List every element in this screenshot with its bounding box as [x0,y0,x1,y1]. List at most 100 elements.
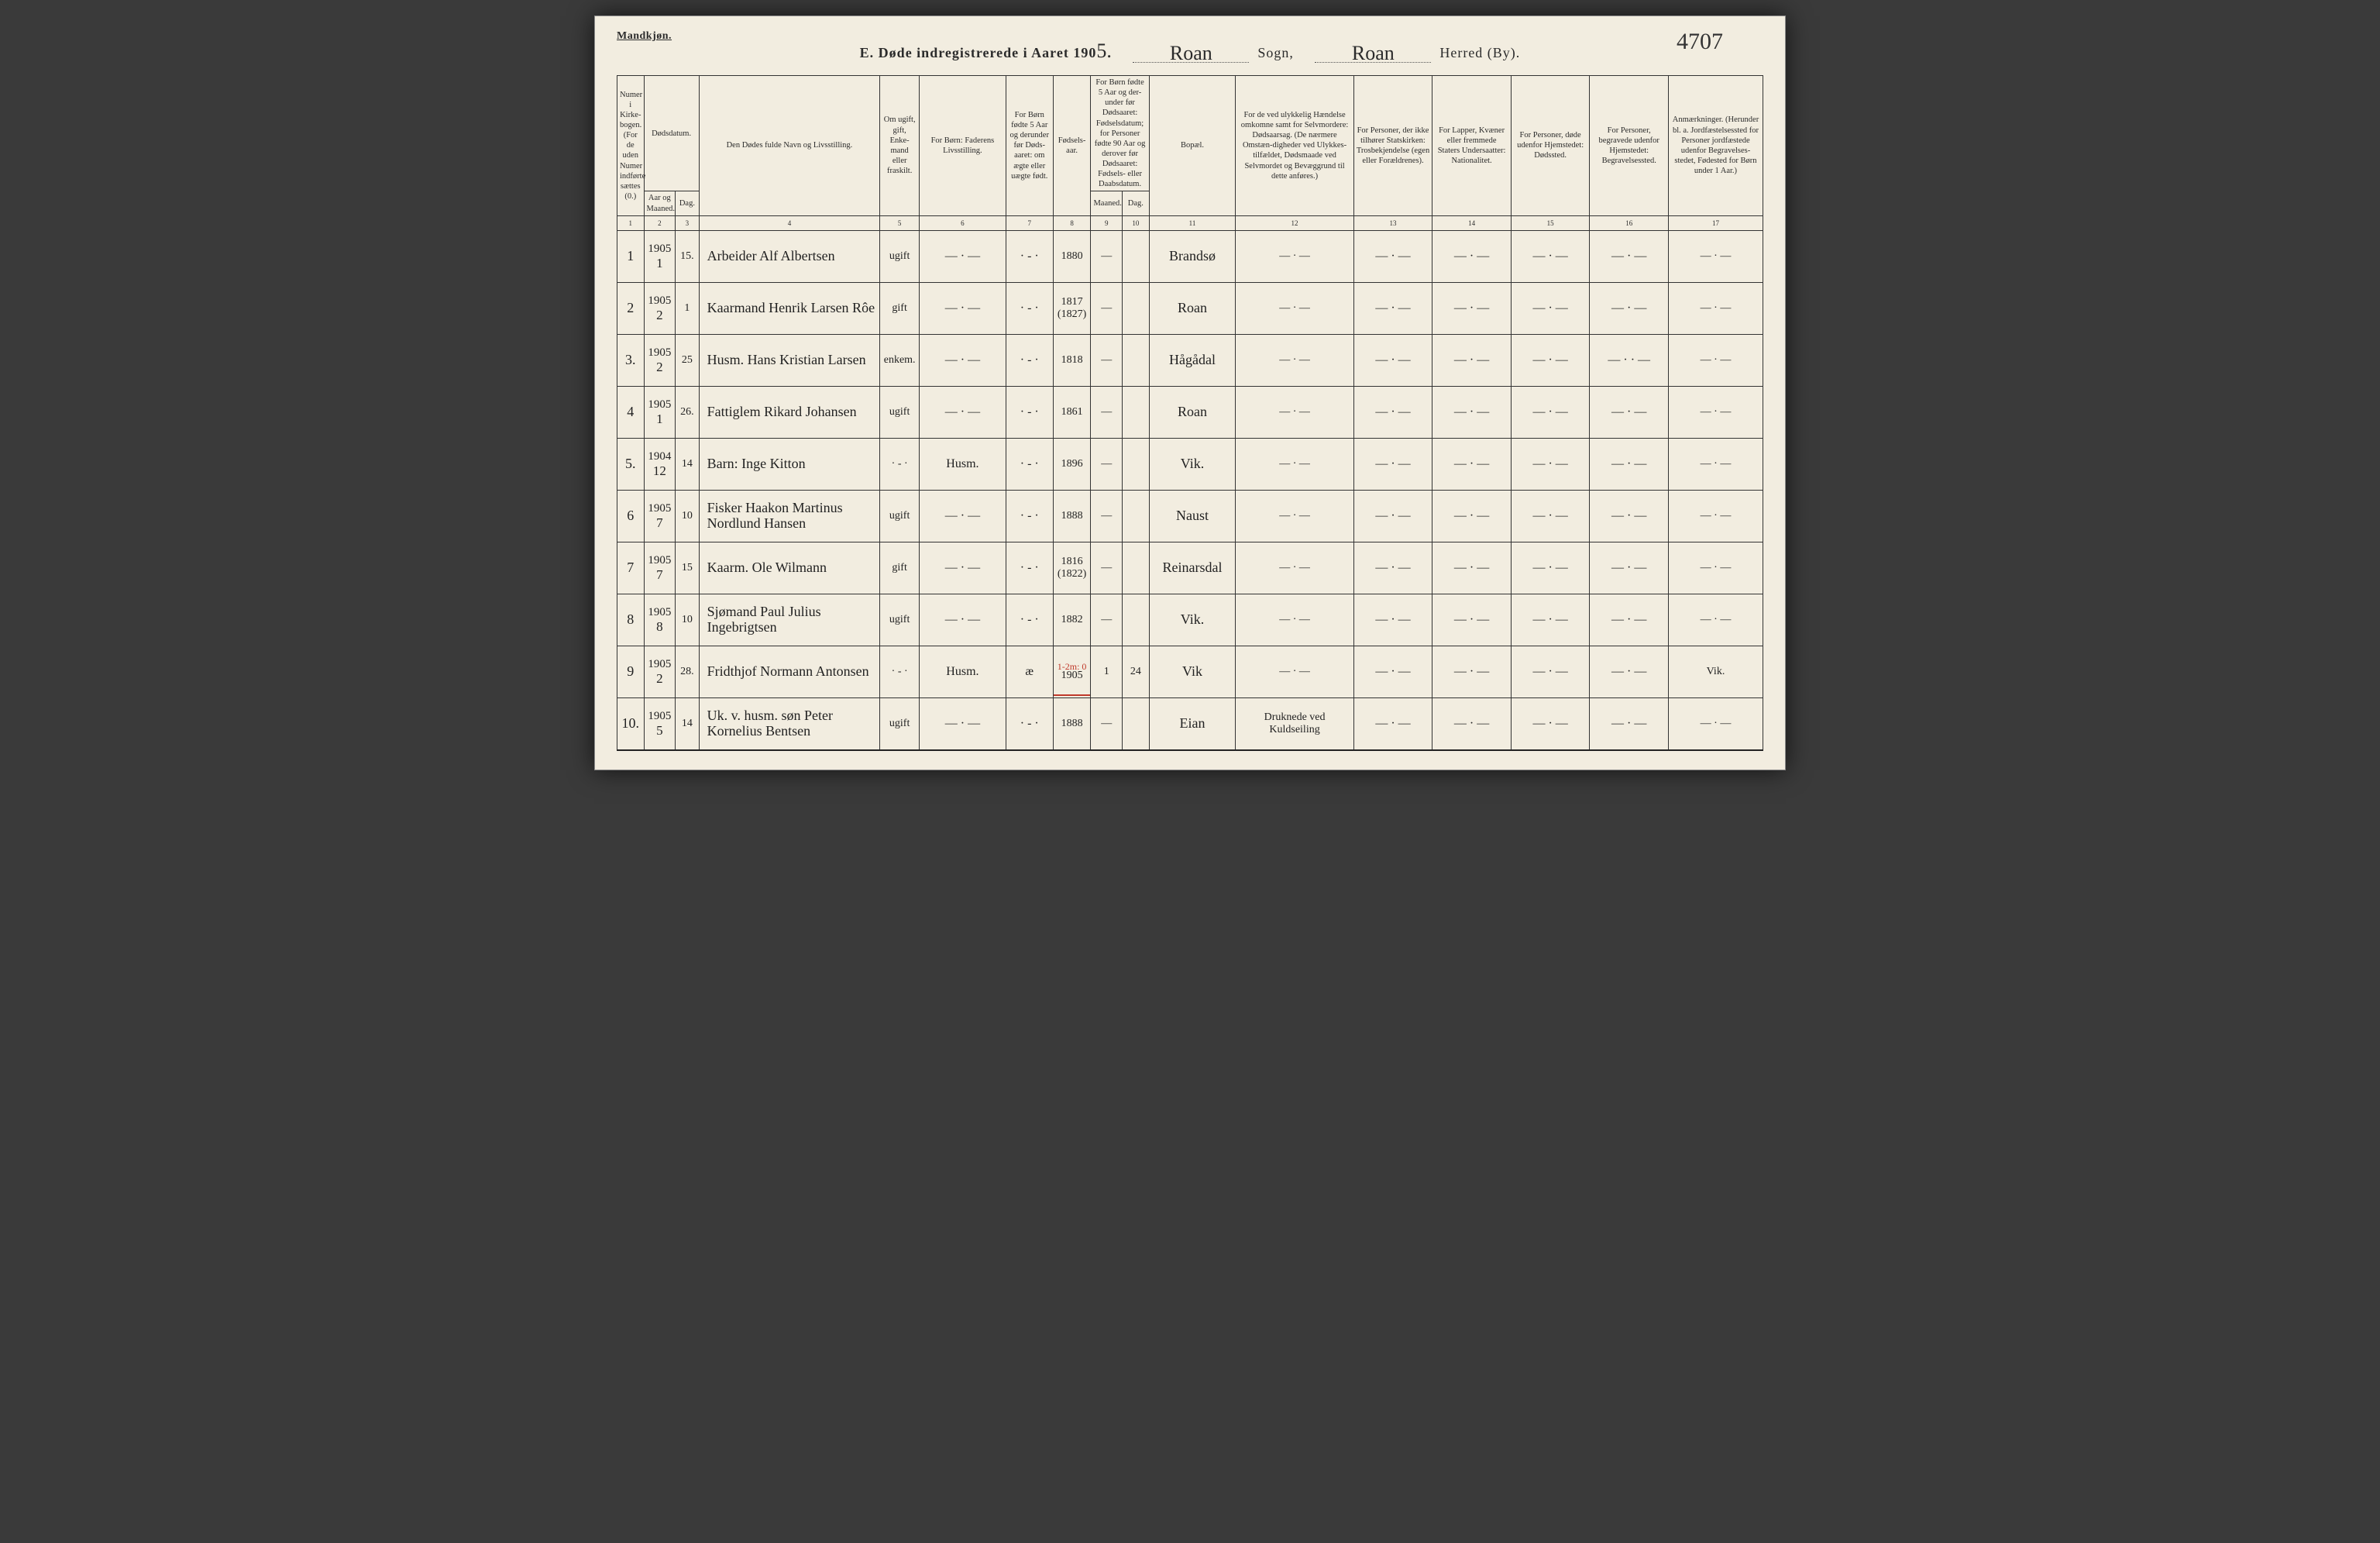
cause-of-death: — · — [1236,646,1353,697]
death-year-month: 19052 [644,334,676,386]
faith: — · — [1353,646,1432,697]
father-occupation: — · — [920,230,1006,282]
remarks: Vik. [1668,646,1763,697]
birth-day [1123,490,1150,542]
row-number: 8 [617,594,645,646]
nationality: — · — [1432,386,1512,438]
birth-day [1123,438,1150,490]
col-9-m: Maaned. [1091,191,1123,215]
father-occupation: — · — [920,282,1006,334]
death-place: — · — [1511,230,1590,282]
col-7-header: For Børn fødte 5 Aar og derunder før Død… [1006,76,1053,216]
birth-day [1123,230,1150,282]
herred-label: Herred (By). [1439,45,1520,60]
nationality: — · — [1432,542,1512,594]
death-place: — · — [1511,334,1590,386]
cause-of-death: — · — [1236,438,1353,490]
birth-month: — [1091,282,1123,334]
birth-month: — [1091,386,1123,438]
legitimacy: · - · [1006,282,1053,334]
col-2-aar: Aar og Maaned. [644,191,676,215]
death-day: 28. [676,646,699,697]
birth-month: 1 [1091,646,1123,697]
table-row: 10.1905514Uk. v. husm. søn Peter Korneli… [617,697,1763,750]
col-17-header: Anmærkninger. (Herunder bl. a. Jordfæste… [1668,76,1763,216]
birth-month: — [1091,594,1123,646]
death-day: 10 [676,594,699,646]
death-day: 10 [676,490,699,542]
column-number: 9 [1091,215,1123,230]
death-day: 14 [676,697,699,750]
column-number: 10 [1123,215,1150,230]
cause-of-death: — · — [1236,282,1353,334]
remarks: — · — [1668,334,1763,386]
cause-of-death: — · — [1236,490,1353,542]
death-place: — · — [1511,542,1590,594]
nationality: — · — [1432,438,1512,490]
faith: — · — [1353,490,1432,542]
birth-month: — [1091,697,1123,750]
name-occupation: Husm. Hans Kristian Larsen [699,334,880,386]
row-number: 2 [617,282,645,334]
herred-value: Roan [1315,42,1431,63]
col-9-top: For Børn fødte 5 Aar og der-under før Dø… [1091,76,1149,191]
father-occupation: — · — [920,697,1006,750]
name-occupation: Fisker Haakon Martinus Nordlund Hansen [699,490,880,542]
remarks: — · — [1668,386,1763,438]
col-9-d: Dag. [1123,191,1150,215]
remarks: — · — [1668,438,1763,490]
name-occupation: Barn: Inge Kitton [699,438,880,490]
death-day: 15 [676,542,699,594]
father-occupation: — · — [920,490,1006,542]
ledger-page: 4707 Mandkjøn. E. Døde indregistrerede i… [594,15,1786,770]
cause-of-death: — · — [1236,542,1353,594]
column-number: 3 [676,215,699,230]
column-number: 5 [880,215,920,230]
name-occupation: Uk. v. husm. søn Peter Kornelius Bentsen [699,697,880,750]
name-occupation: Fattiglem Rikard Johansen [699,386,880,438]
name-occupation: Fridthjof Normann Antonsen [699,646,880,697]
father-occupation: Husm. [920,646,1006,697]
remarks: — · — [1668,230,1763,282]
table-header: Numer i Kirke-bogen. (For de uden Numer … [617,76,1763,231]
marital-status: ugift [880,386,920,438]
faith: — · — [1353,697,1432,750]
legitimacy: æ [1006,646,1053,697]
residence: Vik. [1149,438,1236,490]
death-day: 14 [676,438,699,490]
burial-place: — · — [1590,594,1669,646]
row-number: 5. [617,438,645,490]
title-line: E. Døde indregistrerede i Aaret 1905. Ro… [617,40,1763,63]
row-number: 9 [617,646,645,697]
burial-place: — · — [1590,697,1669,750]
legitimacy: · - · [1006,386,1053,438]
residence: Roan [1149,282,1236,334]
column-number: 8 [1053,215,1091,230]
table-body: 11905115.Arbeider Alf Albertsenugift— · … [617,230,1763,750]
column-number: 15 [1511,215,1590,230]
table-row: 91905228.Fridthjof Normann Antonsen· - ·… [617,646,1763,697]
death-year-month: 190412 [644,438,676,490]
col-1-header: Numer i Kirke-bogen. (For de uden Numer … [617,76,645,216]
col-8-header: Fødsels-aar. [1053,76,1091,216]
gender-label: Mandkjøn. [617,30,672,43]
death-year-month: 19057 [644,490,676,542]
column-number: 16 [1590,215,1669,230]
nationality: — · — [1432,697,1512,750]
death-place: — · — [1511,386,1590,438]
table-row: 41905126.Fattiglem Rikard Johansenugift—… [617,386,1763,438]
col-16-header: For Personer, begravede udenfor Hjemsted… [1590,76,1669,216]
residence: Vik. [1149,594,1236,646]
table-row: 3.1905225Husm. Hans Kristian Larsenenkem… [617,334,1763,386]
faith: — · — [1353,230,1432,282]
birth-day [1123,282,1150,334]
ledger-table: Numer i Kirke-bogen. (For de uden Numer … [617,75,1763,751]
row-number: 6 [617,490,645,542]
marital-status: · - · [880,438,920,490]
nationality: — · — [1432,594,1512,646]
row-number: 1 [617,230,645,282]
legitimacy: · - · [1006,230,1053,282]
remarks: — · — [1668,490,1763,542]
residence: Eian [1149,697,1236,750]
legitimacy: · - · [1006,490,1053,542]
